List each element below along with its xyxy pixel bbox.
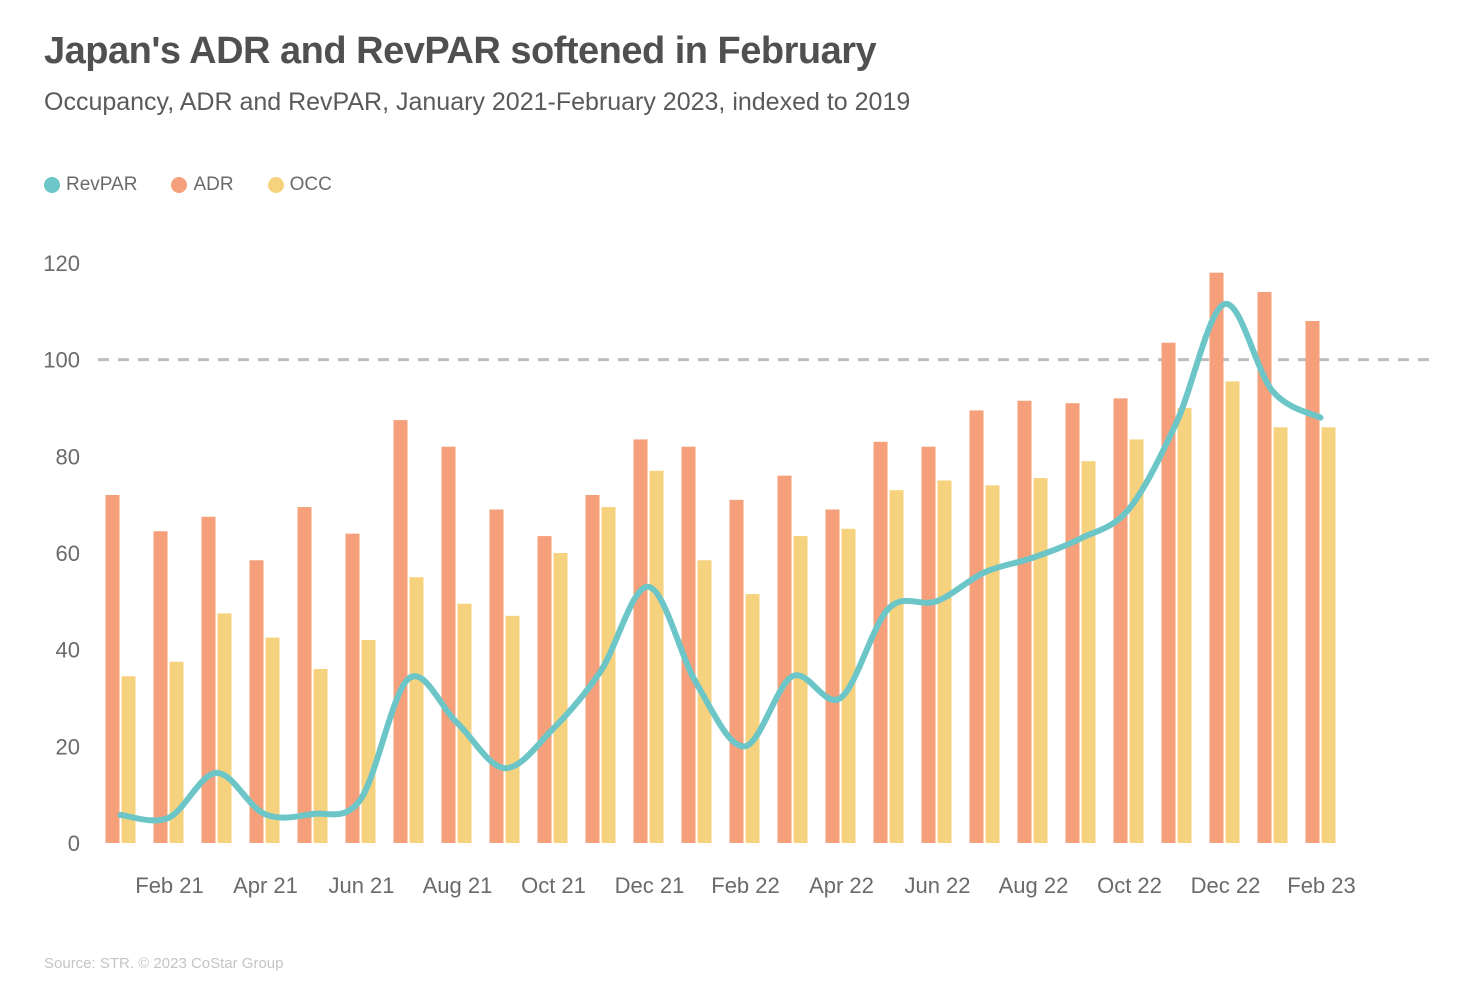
bar-adr (1113, 398, 1128, 843)
line-revpar (117, 301, 1324, 824)
bar-adr (585, 495, 600, 843)
chart-subtitle: Occupancy, ADR and RevPAR, January 2021-… (44, 88, 911, 116)
bar-occ (217, 613, 232, 843)
legend-label-adr: ADR (193, 174, 234, 195)
source-note: Source: STR. © 2023 CoStar Group (44, 955, 284, 972)
x-tick-label: Dec 21 (615, 873, 685, 898)
x-tick-label: Dec 22 (1191, 873, 1261, 898)
bar-occ (1129, 439, 1144, 843)
legend-dot-occ (267, 177, 284, 193)
bar-adr (345, 533, 360, 843)
bar-occ (505, 615, 520, 843)
legend-item-adr[interactable]: ADR (171, 174, 234, 196)
x-tick-label: Aug 21 (423, 873, 493, 898)
bar-occ (1225, 381, 1240, 843)
chart-title: Japan's ADR and RevPAR softened in Febru… (44, 30, 877, 72)
bar-adr (1209, 272, 1224, 844)
x-tick-label: Apr 22 (809, 873, 874, 898)
bar-adr (633, 439, 648, 843)
legend-label-revpar: RevPAR (66, 174, 138, 195)
bar-adr (201, 516, 216, 843)
y-tick-label: 0 (68, 831, 80, 856)
bar-adr (969, 410, 984, 843)
legend-label-occ: OCC (289, 174, 332, 195)
bar-adr (729, 499, 744, 843)
x-tick-label: Feb 21 (135, 873, 204, 898)
bar-occ (793, 536, 808, 843)
bar-occ (409, 577, 424, 843)
bar-adr (1065, 403, 1080, 843)
bar-occ (1321, 427, 1336, 843)
bar-occ (649, 470, 664, 843)
bar-adr (297, 507, 312, 843)
bar-occ (1081, 461, 1096, 843)
bar-adr (873, 441, 888, 843)
bar-occ (121, 676, 136, 843)
bar-occ (553, 553, 568, 843)
bar-occ (1177, 408, 1192, 843)
bar-adr (489, 509, 504, 843)
bar-occ (169, 661, 184, 843)
bar-adr (777, 475, 792, 843)
y-tick-label: 120 (43, 251, 80, 276)
y-tick-label: 60 (56, 541, 80, 566)
bar-occ (745, 594, 760, 843)
y-tick-label: 40 (56, 638, 80, 663)
y-tick-label: 100 (43, 348, 80, 373)
bar-adr (1161, 342, 1176, 843)
bar-adr (249, 560, 264, 843)
bar-adr (1017, 400, 1032, 843)
bar-occ (1273, 427, 1288, 843)
bar-adr (921, 446, 936, 843)
bar-occ (889, 490, 904, 843)
bar-adr (1305, 321, 1320, 843)
bar-adr (153, 531, 168, 843)
x-tick-label: Oct 22 (1097, 873, 1162, 898)
bar-adr (681, 446, 696, 843)
legend-dot-revpar (44, 177, 60, 193)
bar-adr (105, 495, 120, 843)
bar-adr (393, 420, 408, 843)
bar-occ (937, 480, 952, 843)
bar-adr (537, 536, 552, 843)
legend-item-revpar[interactable]: RevPAR (44, 174, 137, 196)
x-tick-label: Jun 21 (328, 873, 394, 898)
bar-occ (985, 485, 1000, 843)
bar-occ (1033, 478, 1048, 843)
legend: RevPAR ADR OCC (44, 174, 366, 196)
bar-adr (825, 509, 840, 843)
bar-occ (313, 669, 328, 843)
bar-occ (361, 640, 376, 843)
legend-item-occ[interactable]: OCC (267, 174, 332, 196)
y-tick-label: 20 (56, 734, 80, 759)
bar-occ (265, 637, 280, 843)
bar-occ (457, 603, 472, 843)
y-tick-label: 80 (56, 444, 80, 469)
bar-adr (441, 446, 456, 843)
x-tick-label: Feb 23 (1287, 873, 1356, 898)
x-tick-label: Jun 22 (904, 873, 970, 898)
x-tick-label: Oct 21 (521, 873, 586, 898)
x-tick-label: Apr 21 (233, 873, 298, 898)
x-tick-label: Feb 22 (711, 873, 780, 898)
legend-dot-adr (171, 177, 188, 193)
bar-adr (1257, 292, 1272, 843)
x-tick-label: Aug 22 (999, 873, 1069, 898)
bar-occ (601, 507, 616, 843)
